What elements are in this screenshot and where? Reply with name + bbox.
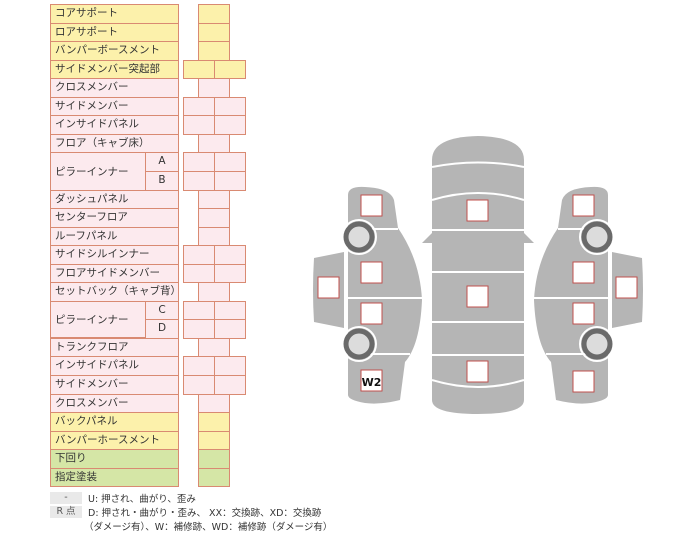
row-value-cell: [198, 468, 230, 487]
row-label: フロア（キャブ床）: [50, 134, 179, 153]
inspection-point: [615, 276, 638, 299]
row-value-cell: [214, 115, 246, 135]
row-value-cell: [214, 319, 246, 339]
wheel-icon: [581, 221, 613, 253]
inspection-point: [466, 360, 489, 383]
row-label: サイドシルインナー: [50, 245, 179, 265]
wheel-icon: [343, 221, 375, 253]
car-top-view: [422, 136, 534, 414]
inspection-point: [360, 369, 383, 392]
inspection-point: [572, 302, 595, 325]
row-label: ピラーインナー: [50, 301, 146, 338]
row-value-cell: [214, 171, 246, 191]
legend-text-d: D: 押され・曲がり・歪み、 XX：交換跡、XD：交換跡: [88, 508, 322, 519]
damage-mark-w2: W2: [362, 376, 382, 389]
inspection-point: [572, 370, 595, 393]
row-value-cell: [214, 60, 246, 79]
row-sublabel: A: [145, 152, 179, 172]
row-label: センターフロア: [50, 208, 179, 228]
row-value-cell: [214, 264, 246, 283]
row-label: ピラーインナー: [50, 152, 146, 191]
row-label: クロスメンバー: [50, 78, 179, 98]
row-label: インサイドパネル: [50, 115, 179, 135]
inspection-point: [572, 194, 595, 217]
inspection-point: [360, 261, 383, 284]
inspection-point: [466, 285, 489, 308]
row-label: クロスメンバー: [50, 394, 179, 413]
wheel-icon: [343, 328, 375, 360]
inspection-point: [360, 194, 383, 217]
wheel-icon: [581, 328, 613, 360]
inspection-point: [317, 276, 340, 299]
row-value-cell: [214, 375, 246, 395]
inspection-points: [317, 194, 638, 393]
row-label: 指定塗装: [50, 468, 179, 487]
legend-text-w: （ダメージ有）、W：補修跡、WD：補修跡（ダメージ有）: [84, 522, 333, 533]
inspection-point: [360, 302, 383, 325]
row-label: サイドメンバー突起部: [50, 60, 179, 79]
row-sublabel: C: [145, 301, 179, 320]
inspection-point: [572, 261, 595, 284]
inspection-point: [466, 199, 489, 222]
row-label: サイドメンバー: [50, 97, 179, 116]
row-label: バックパネル: [50, 412, 179, 432]
legend-text-u: U: 押され、曲がり、歪み: [88, 494, 196, 505]
row-label: フロアサイドメンバー: [50, 264, 179, 283]
row-label: バンパーボースメント: [50, 41, 179, 61]
legend-key-dash: -: [50, 492, 82, 504]
row-label: バンパーホースメント: [50, 431, 179, 450]
legend-key-r: R 点: [50, 506, 82, 518]
